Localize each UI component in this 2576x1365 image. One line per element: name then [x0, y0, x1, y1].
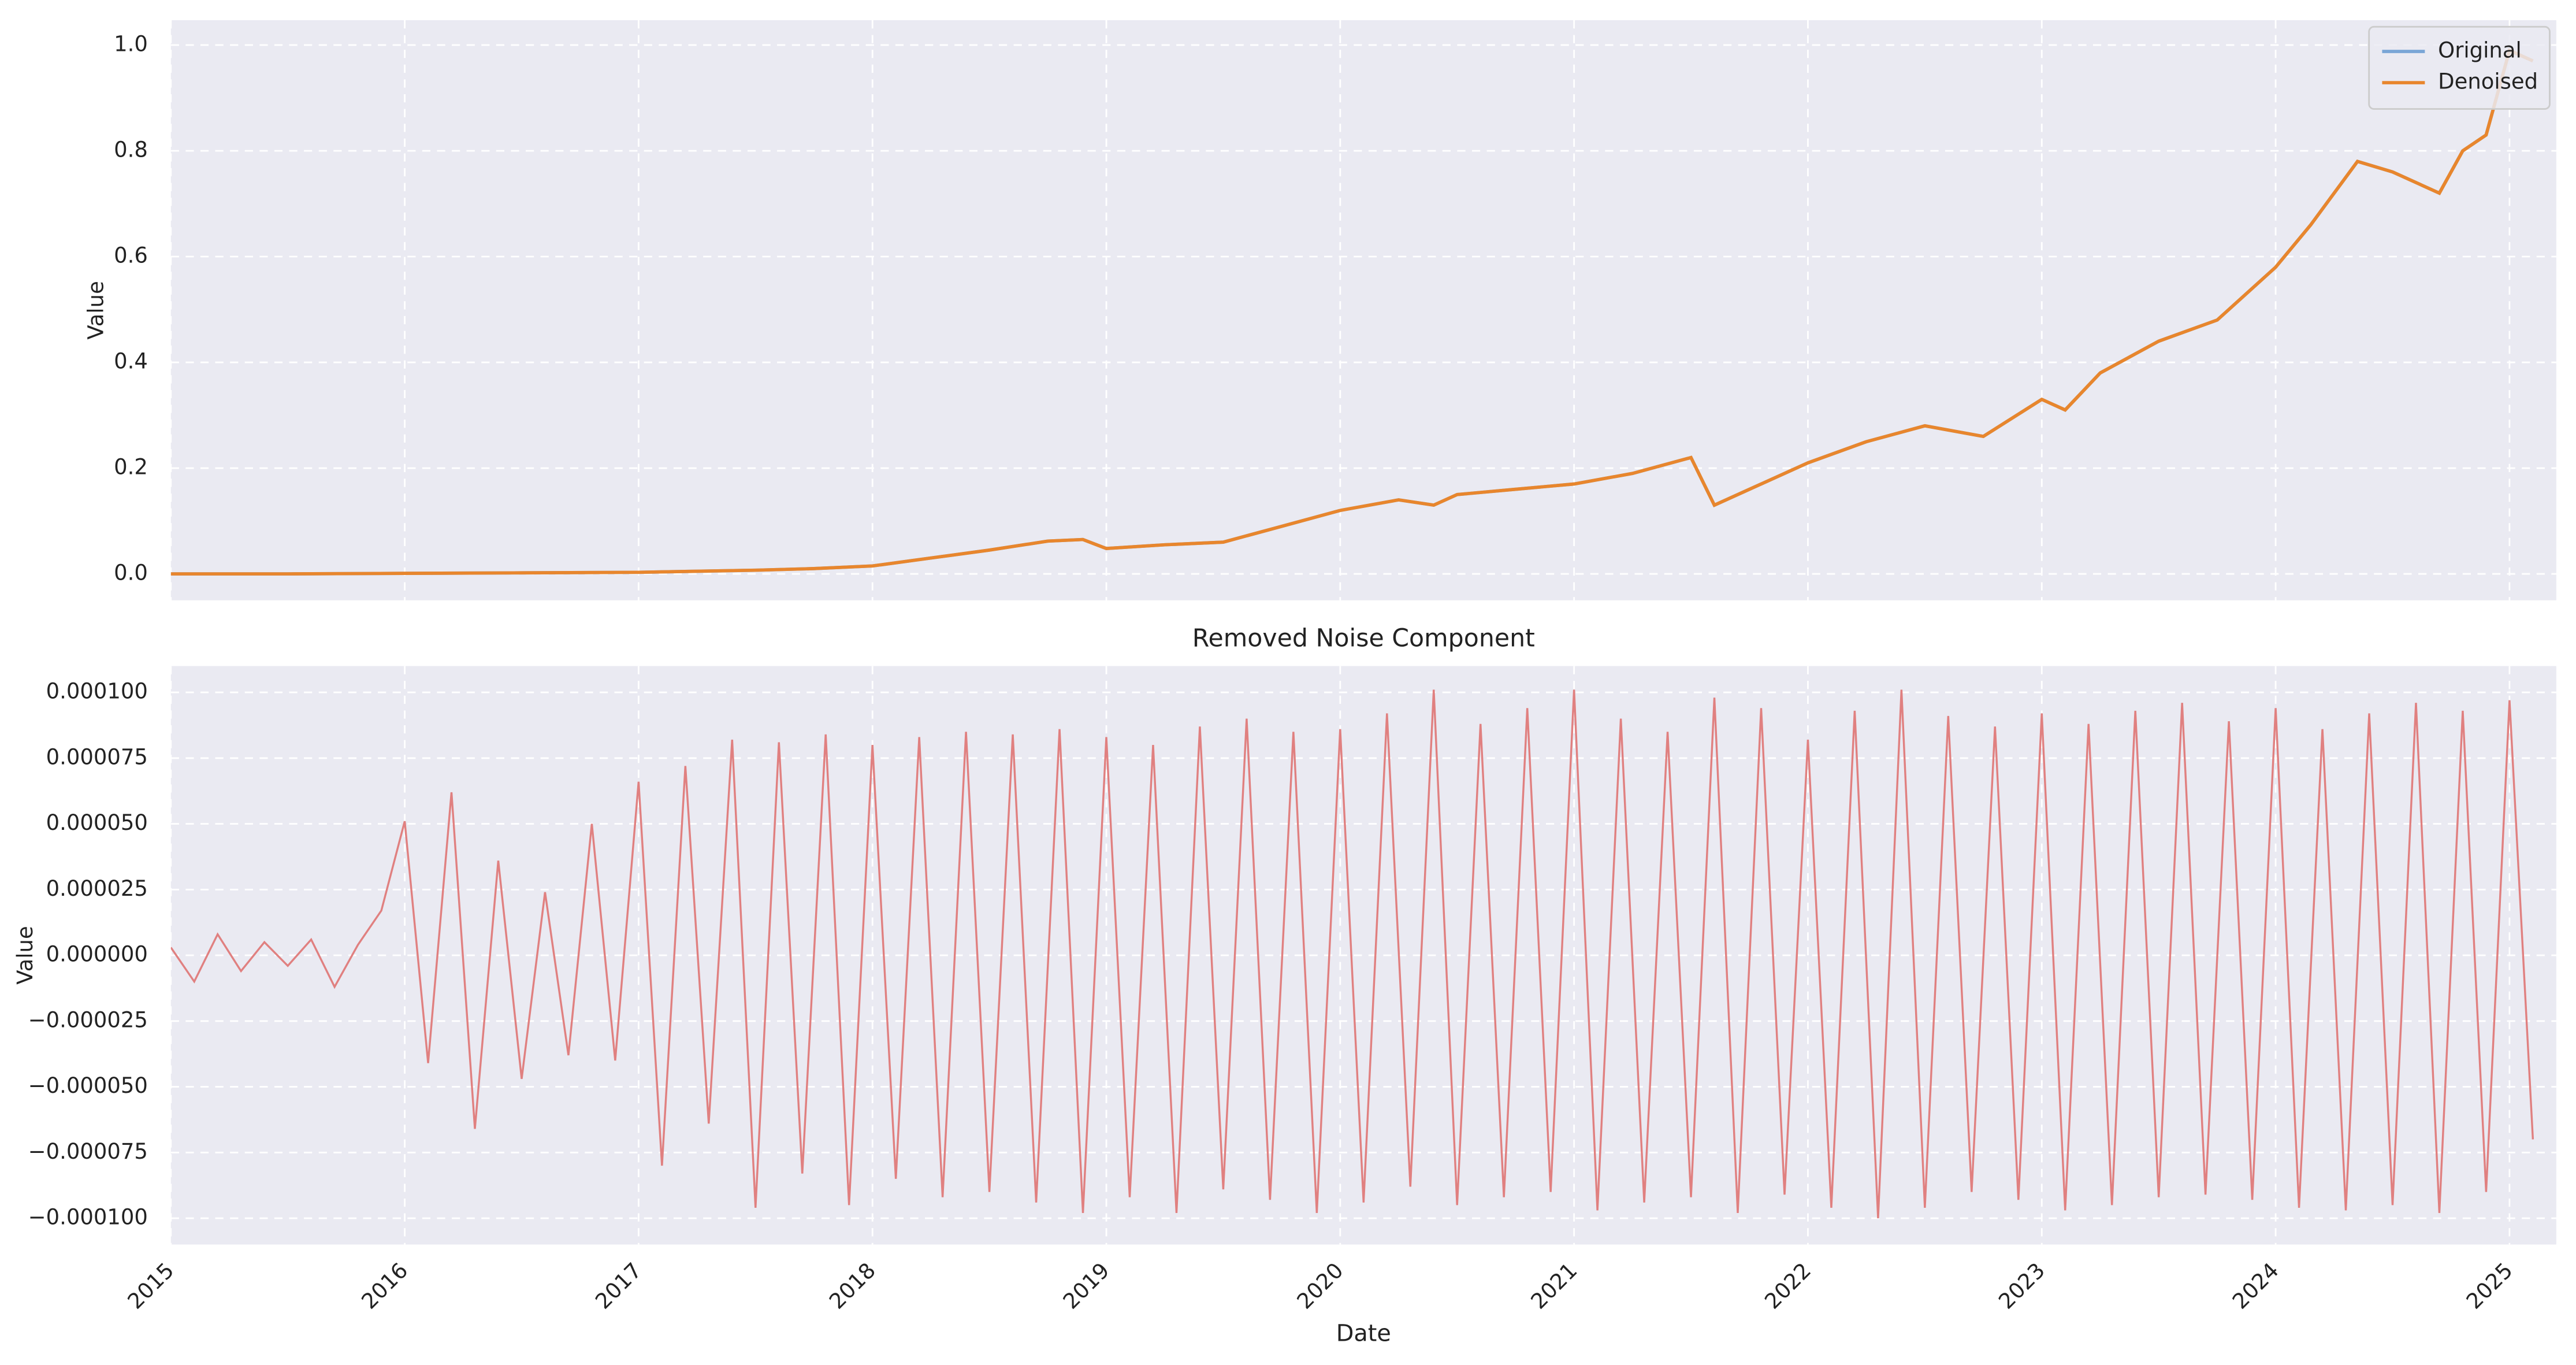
y-tick-label: 0.2 — [114, 455, 148, 480]
x-tick-label: 2017 — [590, 1258, 646, 1314]
x-tick-label: 2015 — [123, 1258, 179, 1314]
y-axis-label: Value — [83, 281, 108, 339]
y-tick-label: 0.6 — [114, 243, 148, 268]
x-tick-label: 2020 — [1292, 1258, 1348, 1314]
y-axis-label: Value — [13, 926, 38, 984]
x-tick-label: 2018 — [824, 1258, 880, 1314]
x-axis-label: Date — [1336, 1320, 1391, 1347]
chart-title: Removed Noise Component — [1192, 624, 1535, 653]
y-tick-label: 0.8 — [114, 137, 148, 162]
y-tick-label: −0.000050 — [28, 1073, 148, 1098]
y-tick-label: 0.000100 — [46, 679, 148, 704]
y-tick-label: −0.000075 — [28, 1139, 148, 1164]
legend-label: Denoised — [2438, 69, 2538, 94]
plot-area — [170, 20, 2556, 600]
y-tick-label: −0.000100 — [28, 1205, 148, 1230]
x-tick-label: 2024 — [2228, 1258, 2284, 1314]
y-tick-label: 1.0 — [114, 31, 148, 56]
y-tick-label: 0.0 — [114, 561, 148, 585]
x-tick-label: 2019 — [1058, 1258, 1114, 1314]
y-tick-label: 0.000000 — [46, 942, 148, 967]
x-tick-label: 2022 — [1760, 1258, 1816, 1314]
y-tick-label: 0.000050 — [46, 810, 148, 835]
x-tick-label: 2021 — [1526, 1258, 1582, 1314]
legend-box — [2368, 25, 2551, 110]
line — [170, 689, 2534, 1219]
y-tick-label: 0.4 — [114, 349, 148, 374]
y-tick-label: 0.000075 — [46, 744, 148, 769]
x-tick-label: 2023 — [1994, 1258, 2050, 1314]
x-tick-label: 2016 — [356, 1258, 412, 1314]
y-tick-label: −0.000025 — [28, 1007, 148, 1032]
y-tick-label: 0.000025 — [46, 876, 148, 901]
legend-label: Original — [2438, 38, 2522, 63]
line — [170, 48, 2534, 576]
x-tick-label: 2025 — [2462, 1258, 2518, 1314]
